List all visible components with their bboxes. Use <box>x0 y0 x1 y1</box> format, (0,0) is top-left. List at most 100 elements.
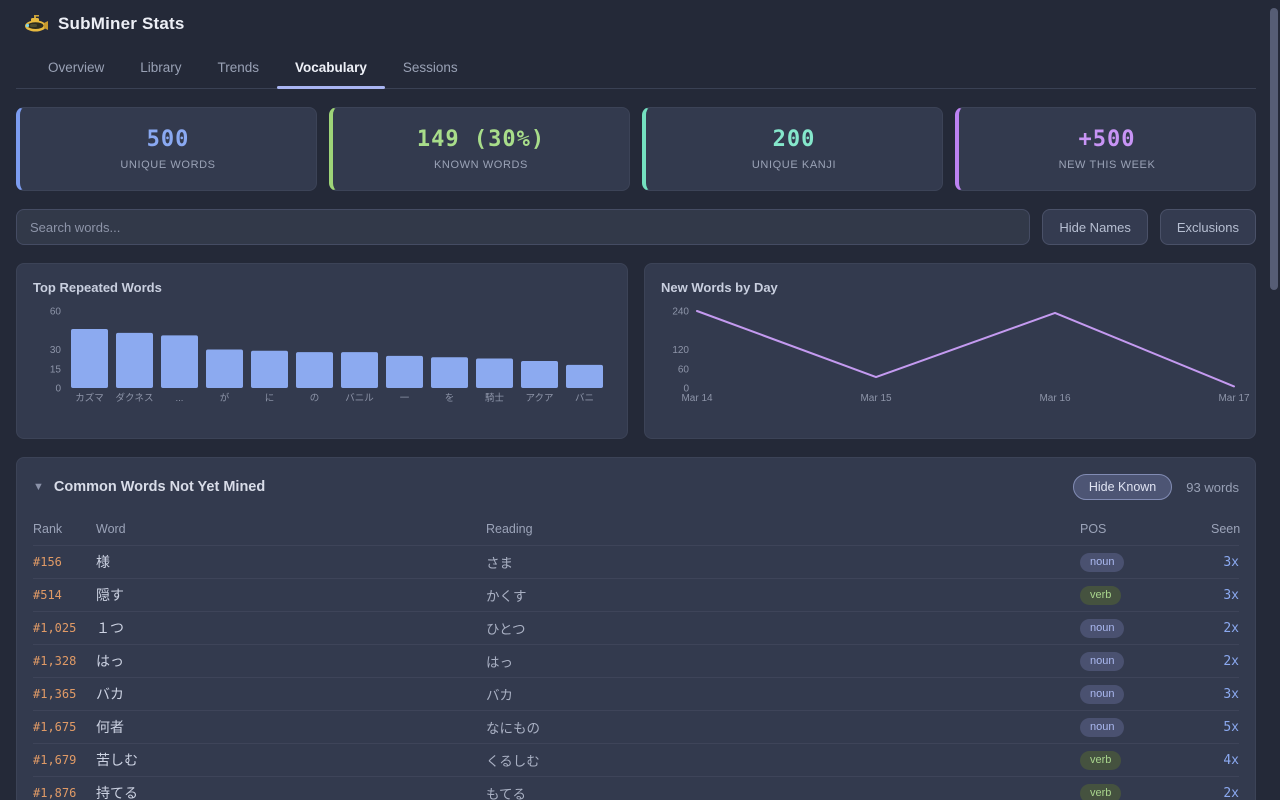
hide-names-button[interactable]: Hide Names <box>1042 209 1148 245</box>
search-input[interactable] <box>16 209 1031 245</box>
svg-text:が: が <box>220 392 230 404</box>
cell-pos: noun <box>1080 651 1211 672</box>
svg-text:Mar 14: Mar 14 <box>681 393 713 404</box>
bar-カズマ <box>71 328 108 388</box>
column-header-pos: POS <box>1080 522 1107 536</box>
table-row[interactable]: #514 隠す かくす verb 3x <box>33 579 1239 612</box>
tab-trends[interactable]: Trends <box>200 50 278 88</box>
svg-text:カズマ: カズマ <box>75 392 104 404</box>
stat-card-unique-words: 500 UNIQUE WORDS <box>16 107 317 191</box>
svg-text:騎士: 騎士 <box>485 392 505 404</box>
pos-badge: noun <box>1080 618 1125 639</box>
column-header-seen: Seen <box>1211 522 1241 536</box>
new-words-by-day-chart: 240 120 60 0 Mar 14 Mar 15 Mar 16 Mar 17 New Wo… <box>644 263 1256 439</box>
pos-badge: noun <box>1080 651 1125 672</box>
stat-card-known-words: 149 (30%) KNOWN WORDS <box>329 107 630 191</box>
new-words-line <box>696 310 1235 388</box>
cell-word: 苦しむ <box>96 752 138 768</box>
bar-の <box>296 352 333 388</box>
cell-reading: もてる <box>486 787 526 800</box>
bar-を <box>431 357 468 388</box>
cell-pos: noun <box>1080 684 1211 705</box>
cell-seen: 5x <box>1223 719 1239 735</box>
pos-badge: noun <box>1080 552 1125 573</box>
bar-バニ <box>566 364 603 388</box>
cell-reading: くるしむ <box>486 754 540 769</box>
cell-pos: verb <box>1080 585 1211 606</box>
svg-text:ダクネス: ダクネス <box>115 392 153 404</box>
cell-reading: バカ <box>486 688 513 703</box>
svg-text:0: 0 <box>55 384 61 395</box>
common-words-title: Common Words Not Yet Mined <box>53 479 266 495</box>
table-row[interactable]: #1,675 何者 なにもの noun 5x <box>33 711 1239 744</box>
table-row[interactable]: #1,328 はっ はっ noun 2x <box>33 645 1239 678</box>
svg-text:60: 60 <box>50 307 62 318</box>
table-row[interactable]: #1,365 バカ バカ noun 3x <box>33 678 1239 711</box>
stat-label: UNIQUE KANJI <box>751 159 837 171</box>
bar-ダクネス <box>116 332 153 388</box>
svg-text:Mar 17: Mar 17 <box>1218 393 1250 404</box>
tab-label: Library <box>140 60 182 75</box>
svg-text:...: ... <box>176 393 184 404</box>
cell-seen: 2x <box>1223 785 1239 800</box>
svg-text:15: 15 <box>50 364 62 375</box>
line-chart-title: New Words by Day <box>661 280 778 295</box>
cell-pos: verb <box>1080 783 1211 800</box>
tab-overview[interactable]: Overview <box>30 50 122 88</box>
cell-rank: #1,025 <box>33 621 77 635</box>
cell-word: 持てる <box>96 785 138 800</box>
cell-rank: #1,876 <box>33 786 77 800</box>
common-words-panel: ▼ Common Words Not Yet Mined Hide Known … <box>16 457 1256 800</box>
cell-word: 様 <box>96 554 110 570</box>
cell-rank: #156 <box>33 555 62 569</box>
cell-seen: 2x <box>1223 653 1239 669</box>
svg-text:の: の <box>310 393 320 404</box>
table-row[interactable]: #1,025 １つ ひとつ noun 2x <box>33 612 1239 645</box>
stat-value: 149 (30%) <box>416 127 546 152</box>
exclusions-button[interactable]: Exclusions <box>1159 209 1256 245</box>
stat-label: KNOWN WORDS <box>434 159 528 171</box>
cell-reading: ひとつ <box>486 622 526 637</box>
svg-text:Mar 16: Mar 16 <box>1039 393 1071 404</box>
tab-bar: Overview Library Trends Vocabulary Sessions <box>16 50 1256 89</box>
stat-label: UNIQUE WORDS <box>120 159 216 171</box>
pos-badge: noun <box>1080 684 1125 705</box>
stat-value: 500 <box>146 127 190 152</box>
table-row[interactable]: #156 様 さま noun 3x <box>33 546 1239 579</box>
bar-が <box>206 349 243 388</box>
column-header-word: Word <box>96 522 126 536</box>
table-row[interactable]: #1,679 苦しむ くるしむ verb 4x <box>33 744 1239 777</box>
cell-word: はっ <box>96 653 124 669</box>
cell-word: 何者 <box>96 719 124 735</box>
word-count: 93 words <box>1186 479 1239 495</box>
table-column-headers: Rank Word Reading POS Seen <box>33 522 1241 546</box>
tab-sessions[interactable]: Sessions <box>385 50 476 88</box>
tab-vocabulary[interactable]: Vocabulary <box>277 50 385 89</box>
cell-reading: はっ <box>486 655 513 670</box>
cell-rank: #1,365 <box>33 687 77 701</box>
stat-card-new-this-week: +500 NEW THIS WEEK <box>955 107 1256 191</box>
collapse-triangle-icon[interactable]: ▼ <box>33 481 44 493</box>
hide-known-button[interactable]: Hide Known <box>1072 474 1173 500</box>
cell-word: １つ <box>96 620 124 636</box>
page-title: SubMiner Stats <box>58 14 185 33</box>
table-row[interactable]: #1,876 持てる もてる verb 2x <box>33 777 1239 800</box>
cell-reading: かくす <box>486 589 527 604</box>
svg-text:を: を <box>445 393 455 404</box>
vertical-scrollbar-thumb[interactable] <box>1270 8 1278 290</box>
table-body: #156 様 さま noun 3x #514 隠す かくす verb 3x #1,025 １つ ひとつ n… <box>33 546 1239 800</box>
cell-word: 隠す <box>96 587 124 603</box>
tab-label: Trends <box>217 60 260 75</box>
svg-text:60: 60 <box>678 364 690 375</box>
cell-seen: 2x <box>1223 620 1239 636</box>
bar-... <box>161 335 198 388</box>
bar-アクア <box>521 361 558 388</box>
tab-library[interactable]: Library <box>122 50 199 88</box>
pos-badge: verb <box>1080 750 1122 771</box>
cell-reading: さま <box>486 556 513 571</box>
cell-word: バカ <box>96 686 124 702</box>
search-toolbar: Hide Names Exclusions <box>16 209 1256 245</box>
top-repeated-words-chart: 60 30 15 0 カズマ ダクネス... が に の バニル 一 を 騎士 アクア バニ Top Rep… <box>16 263 628 439</box>
